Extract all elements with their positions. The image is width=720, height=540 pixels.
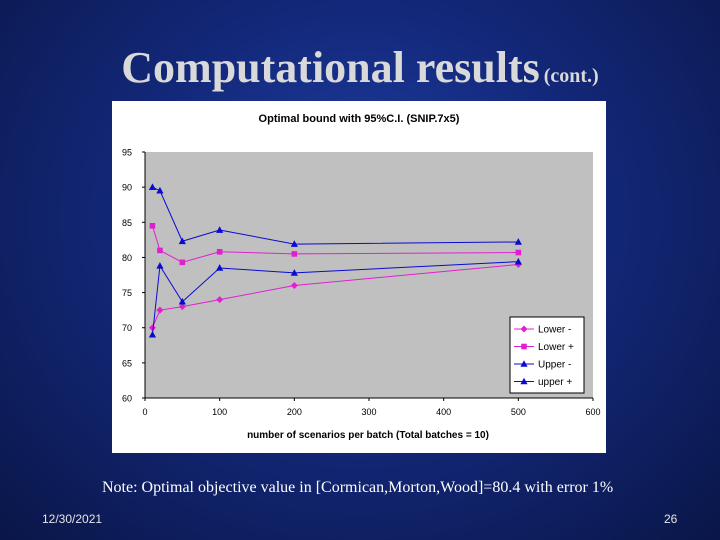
data-point: [514, 257, 522, 265]
data-point: [291, 251, 298, 257]
legend: Lower - Lower + Upper - upper +: [509, 316, 585, 394]
y-tick-label: 85: [122, 218, 132, 228]
data-point: [149, 223, 156, 229]
y-tick-label: 95: [122, 148, 132, 158]
slide-title: Computational results (cont.): [0, 42, 720, 93]
data-point: [216, 226, 224, 233]
series-lower: [149, 223, 522, 266]
data-point: [216, 296, 224, 304]
legend-marker: [520, 360, 528, 367]
note-text: Note: Optimal objective value in [Cormic…: [102, 479, 614, 496]
x-tick-label: 300: [361, 407, 376, 417]
series-layer: [148, 183, 522, 338]
data-point: [290, 269, 298, 276]
axes: 60 65 70 75 80 85 90 95 0 100 200 300 400 500 600: [122, 148, 601, 418]
chart-container: Optimal bound with 95%C.I. (SNIP.7x5) 60…: [112, 101, 606, 453]
data-point: [515, 249, 522, 256]
series-line: [151, 225, 519, 263]
x-tick-label: 100: [212, 407, 227, 417]
x-axis-label: number of scenarios per batch (Total bat…: [247, 430, 489, 441]
legend-marker: [520, 377, 528, 385]
data-point: [148, 324, 156, 332]
data-point: [148, 330, 157, 338]
data-point: [156, 262, 164, 269]
data-point: [156, 306, 164, 314]
x-tick-label: 400: [436, 407, 451, 417]
series-line: [151, 261, 519, 335]
data-point: [178, 237, 186, 245]
legend-marker: [520, 325, 528, 333]
series-line: [152, 263, 519, 328]
series-upper: [148, 257, 522, 338]
data-point: [179, 259, 186, 266]
x-tick-label: 500: [511, 407, 526, 417]
data-point: [148, 183, 157, 190]
footer-date: 12/30/2021: [42, 512, 103, 526]
data-point: [178, 297, 186, 305]
page-number: 26: [664, 512, 678, 526]
data-point: [514, 238, 522, 245]
y-tick-label: 60: [122, 394, 132, 404]
y-tick-label: 70: [122, 323, 132, 333]
legend-label: Lower +: [538, 342, 574, 353]
legend-label: Lower -: [538, 325, 571, 336]
data-point: [216, 249, 223, 255]
data-point: [156, 186, 164, 194]
data-point: [157, 247, 163, 254]
y-tick-label: 65: [122, 358, 132, 368]
slide-title-main: Computational results: [121, 43, 540, 92]
series-upper: [148, 183, 522, 247]
y-tick-label: 75: [122, 288, 132, 298]
x-tick-label: 0: [142, 407, 147, 417]
legend-label: Upper -: [538, 360, 571, 371]
data-point: [290, 240, 298, 247]
slide-title-sub: (cont.): [543, 65, 599, 87]
data-point: [216, 264, 224, 271]
legend-label: upper +: [538, 377, 572, 388]
legend-marker: [521, 343, 527, 350]
x-tick-label: 200: [287, 407, 302, 417]
line-chart: Optimal bound with 95%C.I. (SNIP.7x5) 60…: [122, 113, 601, 441]
chart-title: Optimal bound with 95%C.I. (SNIP.7x5): [259, 113, 460, 125]
data-point: [290, 282, 298, 290]
y-tick-label: 90: [122, 183, 132, 193]
y-tick-label: 80: [122, 253, 132, 263]
data-point: [178, 303, 186, 311]
x-tick-label: 600: [585, 407, 600, 417]
